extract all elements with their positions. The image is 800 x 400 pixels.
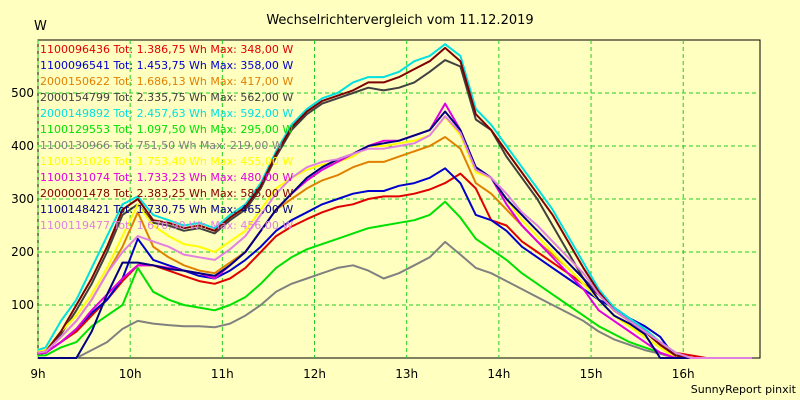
legend-entry-2000001478: 2000001478 Tot: 2.383,25 Wh Max: 585,00 … <box>40 187 293 200</box>
x-tick-label-6: 15h <box>580 367 603 381</box>
x-axis-ticks: 9h 10h 11h 12h 13h 14h 15h 16h <box>30 367 694 381</box>
series-layer <box>37 43 753 359</box>
legend-entry-1100096436: 1100096436 Tot: 1.386,75 Wh Max: 348,00 … <box>40 43 293 56</box>
y-axis-label: W <box>34 19 47 34</box>
x-tick-label-3: 12h <box>303 367 326 381</box>
legend-entry-1100148421: 1100148421 Tot: 1.730,75 Wh Max: 465,00 … <box>40 203 293 216</box>
legend-entry-1100096541: 1100096541 Tot: 1.453,75 Wh Max: 358,00 … <box>40 59 293 72</box>
y-tick-label-1: 200 <box>11 245 34 259</box>
legend-entry-1100119477: 1100119477 Tot: 1.670,90 Wh Max: 456,00 … <box>40 219 293 232</box>
footer-credit: SunnyReport pinxit <box>691 383 797 396</box>
y-tick-label-4: 500 <box>11 86 34 100</box>
y-tick-label-0: 100 <box>11 298 34 312</box>
series-line-1100129553 <box>38 200 753 359</box>
series-line-2000149892 <box>37 43 753 359</box>
chart-title: Wechselrichtervergleich vom 11.12.2019 <box>266 13 533 28</box>
x-tick-label-2: 11h <box>211 367 234 381</box>
y-tick-label-3: 400 <box>11 139 34 153</box>
series-line-1100148421 <box>38 110 753 359</box>
legend-entry-1100131026: 1100131026 Tot: 1.753,40 Wh Max: 455,00 … <box>40 155 293 168</box>
x-tick-label-0: 9h <box>30 367 45 381</box>
legend-entry-1100130966: 1100130966 Tot: 751,50 Wh Max: 219,00 W <box>40 139 283 152</box>
x-tick-label-7: 16h <box>672 367 695 381</box>
legend-entry-1100129553: 1100129553 Tot: 1.097,50 Wh Max: 295,00 … <box>40 123 293 136</box>
legend-entry-1100131074: 1100131074 Tot: 1.733,23 Wh Max: 480,00 … <box>40 171 293 184</box>
legend-entry-2000149892: 2000149892 Tot: 2.457,63 Wh Max: 592,00 … <box>40 107 293 120</box>
y-axis-ticks: 100 200 300 400 500 <box>11 86 34 312</box>
legend-entry-2000154799: 2000154799 Tot: 2.335,75 Wh Max: 562,00 … <box>40 91 293 104</box>
x-tick-label-5: 14h <box>487 367 510 381</box>
legend: 1100096436 Tot: 1.386,75 Wh Max: 348,00 … <box>40 43 293 232</box>
x-tick-label-4: 13h <box>395 367 418 381</box>
series-line-1100119477 <box>37 115 753 359</box>
y-tick-label-2: 300 <box>11 192 34 206</box>
legend-entry-2000150622: 2000150622 Tot: 1.686,13 Wh Max: 417,00 … <box>40 75 293 88</box>
grid-lines <box>37 40 760 358</box>
series-line-1100131026 <box>37 115 753 359</box>
series-line-1100130966 <box>38 240 753 359</box>
x-tick-label-1: 10h <box>119 367 142 381</box>
